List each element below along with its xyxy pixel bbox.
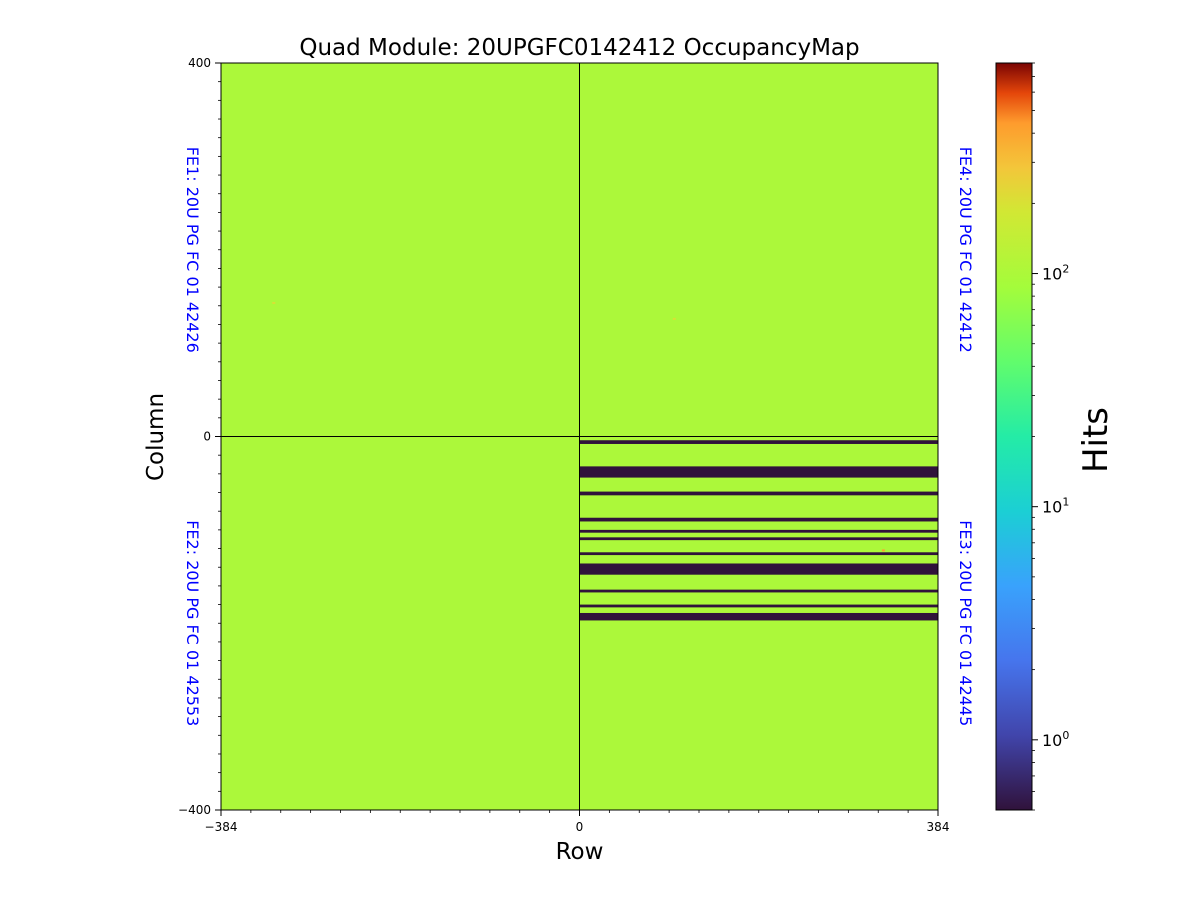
dead-band-layer [579, 440, 938, 621]
colorbar-tick-label: 100 [1042, 729, 1069, 750]
colorbar [995, 62, 1033, 811]
hot-pixel-3 [881, 549, 885, 552]
chart-title: Quad Module: 20UPGFC0142412 OccupancyMap [299, 35, 859, 61]
hot-pixel-1 [272, 301, 276, 304]
quadrant-dividers [221, 63, 938, 810]
colorbar-label: Hits [1076, 407, 1116, 473]
dead-band-3 [579, 491, 938, 496]
hot-pixel-2 [672, 317, 676, 320]
colorbar-ticks: 100 101 102 [1032, 62, 1069, 811]
dead-band-5 [579, 529, 938, 533]
dead-band-1 [579, 440, 938, 444]
hot-pixel-layer [272, 301, 885, 552]
y-tick-label: 400 [188, 56, 211, 70]
quadrant-label-fe2: FE2: 20U PG FC 01 42553 [183, 520, 202, 726]
quadrant-fe1 [221, 63, 580, 437]
dead-band-7 [579, 552, 938, 556]
dead-band-10 [579, 604, 938, 608]
x-tick-label: −384 [205, 820, 238, 834]
quadrant-label-fe1: FE1: 20U PG FC 01 42426 [183, 147, 202, 353]
quadrant-label-fe3: FE3: 20U PG FC 01 42445 [956, 520, 975, 726]
quadrant-fe4 [579, 63, 938, 437]
x-tick-label: 384 [927, 820, 950, 834]
quadrant-fe2 [221, 436, 580, 810]
colorbar-tick-label: 101 [1042, 496, 1069, 517]
dead-band-8 [579, 563, 938, 575]
quadrant-fe3 [579, 436, 938, 810]
y-tick-label: 0 [203, 430, 211, 444]
quadrant-label-fe4: FE4: 20U PG FC 01 42412 [956, 147, 975, 353]
axis-ticks: −384 0 384 400 0 −400 [178, 56, 949, 834]
y-tick-label: −400 [178, 803, 211, 817]
y-axis-label: Column [143, 393, 169, 481]
colorbar-tick-label: 102 [1042, 263, 1069, 284]
quadrant-labels: FE1: 20U PG FC 01 42426 FE2: 20U PG FC 01… [183, 147, 975, 727]
dead-band-2 [579, 466, 938, 478]
dead-band-11 [579, 612, 938, 621]
x-axis-label: Row [556, 839, 604, 865]
heatmap-area [221, 63, 938, 810]
dead-band-6 [579, 537, 938, 541]
dead-band-9 [579, 589, 938, 593]
x-tick-label: 0 [576, 820, 584, 834]
dead-band-4 [579, 517, 938, 522]
